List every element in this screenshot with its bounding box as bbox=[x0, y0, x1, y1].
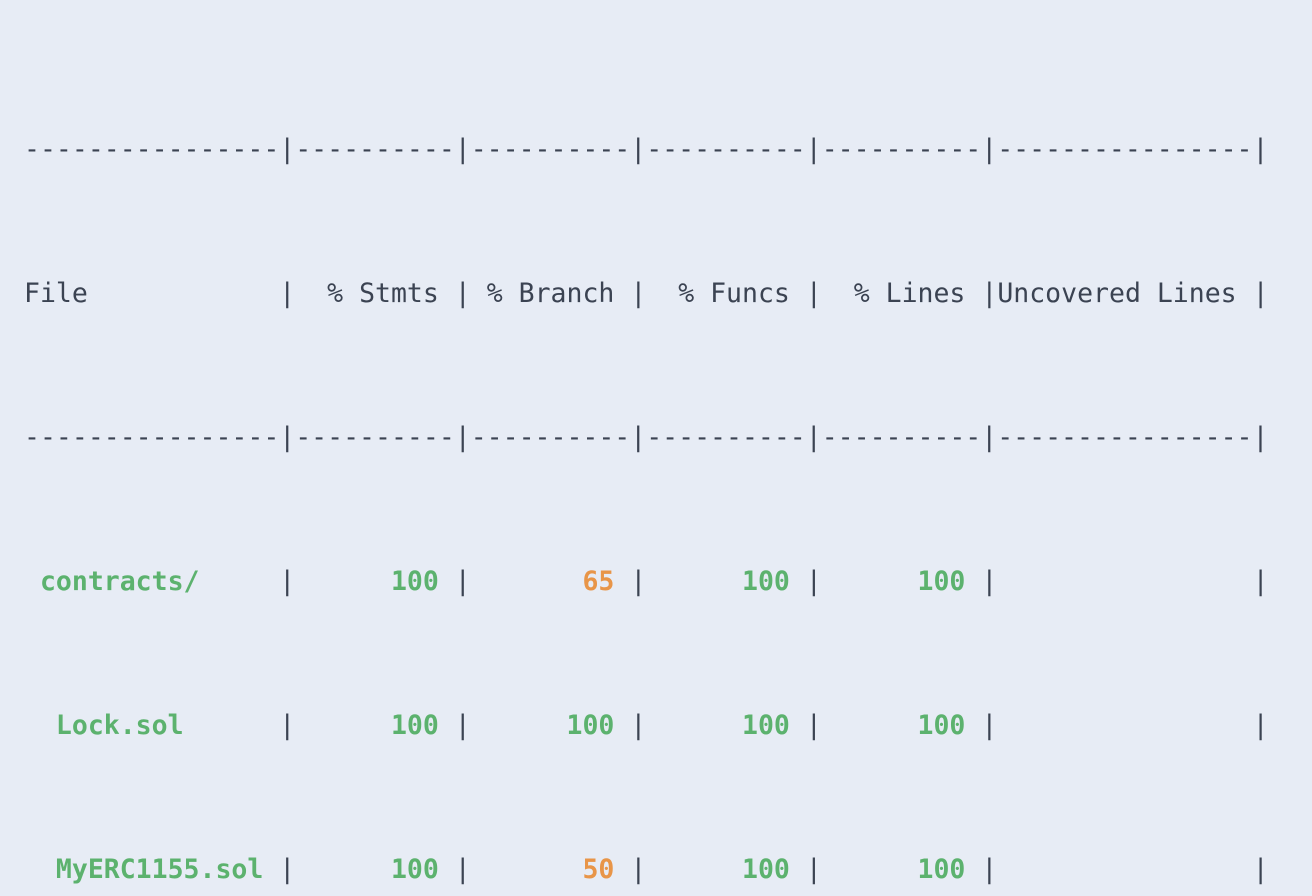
row-uncovered bbox=[997, 854, 1252, 885]
table-row: MyERC1155.sol | 100 | 50 | 100 | 100 | | bbox=[24, 854, 1269, 885]
header-file: File bbox=[24, 278, 280, 309]
header-funcs: % Funcs bbox=[646, 278, 806, 309]
table-divider-top: ----------------|----------|----------|-… bbox=[24, 134, 1269, 165]
header-branch: % Branch bbox=[470, 278, 631, 309]
row-funcs: 100 bbox=[646, 710, 806, 741]
row-file: Lock.sol bbox=[24, 710, 280, 741]
row-file: contracts/ bbox=[24, 566, 280, 597]
header-lines: % Lines bbox=[821, 278, 982, 309]
row-stmts: 100 bbox=[295, 854, 455, 885]
table-row: contracts/ | 100 | 65 | 100 | 100 | | bbox=[24, 566, 1269, 597]
table-header-row: File | % Stmts | % Branch | % Funcs | % … bbox=[24, 278, 1269, 309]
header-uncovered-lines: Uncovered Lines bbox=[997, 278, 1253, 309]
row-lines: 100 bbox=[821, 566, 982, 597]
row-stmts: 100 bbox=[295, 566, 455, 597]
row-branch: 65 bbox=[470, 566, 631, 597]
table-divider-header: ----------------|----------|----------|-… bbox=[24, 422, 1269, 453]
coverage-table: ----------------|----------|----------|-… bbox=[24, 24, 1269, 896]
row-branch: 50 bbox=[470, 854, 631, 885]
row-lines: 100 bbox=[821, 710, 982, 741]
row-stmts: 100 bbox=[295, 710, 455, 741]
table-row: Lock.sol | 100 | 100 | 100 | 100 | | bbox=[24, 710, 1269, 741]
row-funcs: 100 bbox=[646, 854, 806, 885]
row-lines: 100 bbox=[821, 854, 982, 885]
header-stmts: % Stmts bbox=[295, 278, 455, 309]
row-branch: 100 bbox=[470, 710, 631, 741]
row-uncovered bbox=[997, 710, 1252, 741]
coverage-report-terminal: ----------------|----------|----------|-… bbox=[24, 134, 1269, 885]
row-uncovered bbox=[997, 566, 1252, 597]
row-file: MyERC1155.sol bbox=[24, 854, 280, 885]
row-funcs: 100 bbox=[646, 566, 806, 597]
